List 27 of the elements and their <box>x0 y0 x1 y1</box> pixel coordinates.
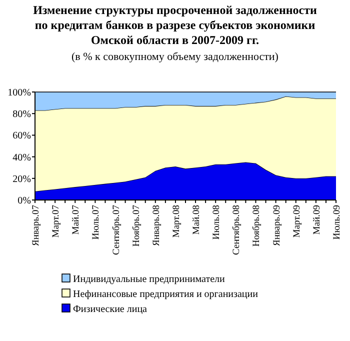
x-tick-label: Январь.09 <box>272 204 282 246</box>
x-tick-label: Март.09 <box>292 204 302 238</box>
y-tick-label: 0% <box>18 196 31 206</box>
chart-title: Изменение структуры просроченной задолженности по кредитам банков в разрезе субъектов экономики Омской области в 2007-2009 гг. <box>33 3 318 47</box>
x-tick-label: Январь.07 <box>32 204 42 246</box>
legend-label: Физические лица <box>73 304 148 315</box>
legend-label: Нефинансовые предприятия и организации <box>73 289 259 300</box>
x-tick-label: Май.09 <box>312 204 322 235</box>
x-tick-label: Март.07 <box>52 204 62 238</box>
chart-subtitle: (в % к совокупному объему задолженности) <box>72 51 279 63</box>
x-tick-label: Ноябрь.07 <box>132 204 142 247</box>
x-tick-label: Март.08 <box>172 204 182 238</box>
y-tick-label: 100% <box>8 88 31 98</box>
x-tick-label: Ноябрь.08 <box>252 204 262 247</box>
x-tick-label: Январь.08 <box>152 204 162 246</box>
y-tick-label: 40% <box>12 152 31 164</box>
legend-label: Индивидуальные предприниматели <box>73 274 226 285</box>
y-tick-label: 80% <box>12 109 31 120</box>
x-tick-label: Июль.07 <box>92 204 102 240</box>
x-tick-label: Июль.09 <box>332 204 342 240</box>
x-tick-label: Май.07 <box>72 204 82 235</box>
x-tick-label: Июль.08 <box>212 204 222 240</box>
y-tick-label: 60% <box>12 130 31 142</box>
x-tick-label: Сентябрь.08 <box>232 204 242 255</box>
x-tick-label: Май.08 <box>192 204 202 235</box>
x-tick-label: Сентябрь.07 <box>112 204 122 255</box>
y-tick-label: 20% <box>12 174 31 185</box>
